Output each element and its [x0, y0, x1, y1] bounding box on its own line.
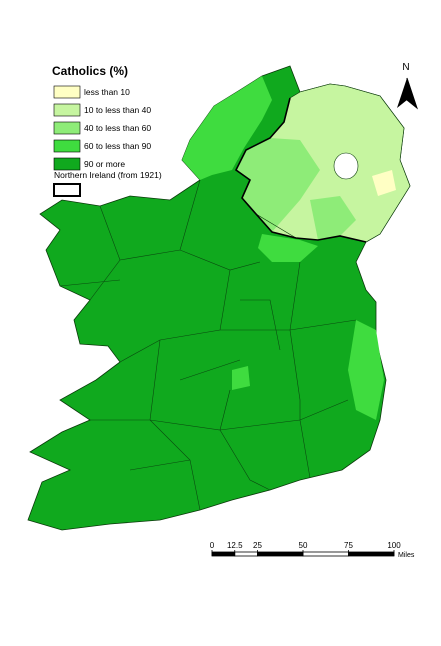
scale-unit: Miles	[398, 552, 415, 559]
legend-swatch	[53, 139, 81, 153]
legend-outline-label: Northern Ireland (from 1921)	[54, 170, 162, 180]
legend-label: 60 to less than 90	[84, 141, 151, 151]
district-borders	[59, 179, 357, 511]
north-arrow	[406, 77, 419, 110]
legend-label: 40 to less than 60	[84, 123, 151, 133]
border-patch	[258, 234, 318, 262]
north-label: N	[402, 62, 409, 73]
ni-patch	[310, 196, 356, 240]
legend-outline-swatch	[53, 183, 81, 197]
legend-swatch	[53, 157, 81, 171]
scale-segment	[257, 551, 304, 557]
scale-tick-label: 100	[387, 541, 401, 550]
legend: less than 10 10 to less than 40 40 to less…	[53, 85, 151, 171]
scale-segment	[234, 551, 258, 557]
legend-label: less than 10	[84, 87, 130, 97]
scale-bar: 0 12.5 25 50 75 100 Miles	[210, 541, 415, 559]
scale-tick-label: 0	[210, 541, 215, 550]
scale-tick-label: 12.5	[227, 541, 243, 550]
wicklow-patch	[348, 320, 384, 420]
legend-swatch	[53, 121, 81, 135]
north-arrow	[397, 78, 407, 108]
ni-patch	[236, 138, 320, 232]
legend-title: Catholics (%)	[52, 64, 128, 78]
ni-border	[234, 97, 367, 243]
scale-tick-label: 50	[299, 541, 308, 550]
midlands-patch	[232, 366, 250, 390]
legend-label: 10 to less than 40	[84, 105, 151, 115]
ni-patch	[372, 170, 396, 196]
legend-swatch	[53, 103, 81, 117]
legend-label: 90 or more	[84, 159, 125, 169]
lough-neagh	[333, 152, 359, 180]
district-borders	[255, 213, 297, 239]
scale-segment	[348, 551, 395, 557]
donegal-patch	[182, 76, 272, 180]
scale-segment	[302, 551, 349, 557]
scale-tick-label: 25	[253, 541, 262, 550]
scale-segment	[211, 551, 236, 557]
legend-swatch	[53, 85, 81, 99]
island	[27, 65, 411, 531]
scale-tick-label: 75	[344, 541, 353, 550]
